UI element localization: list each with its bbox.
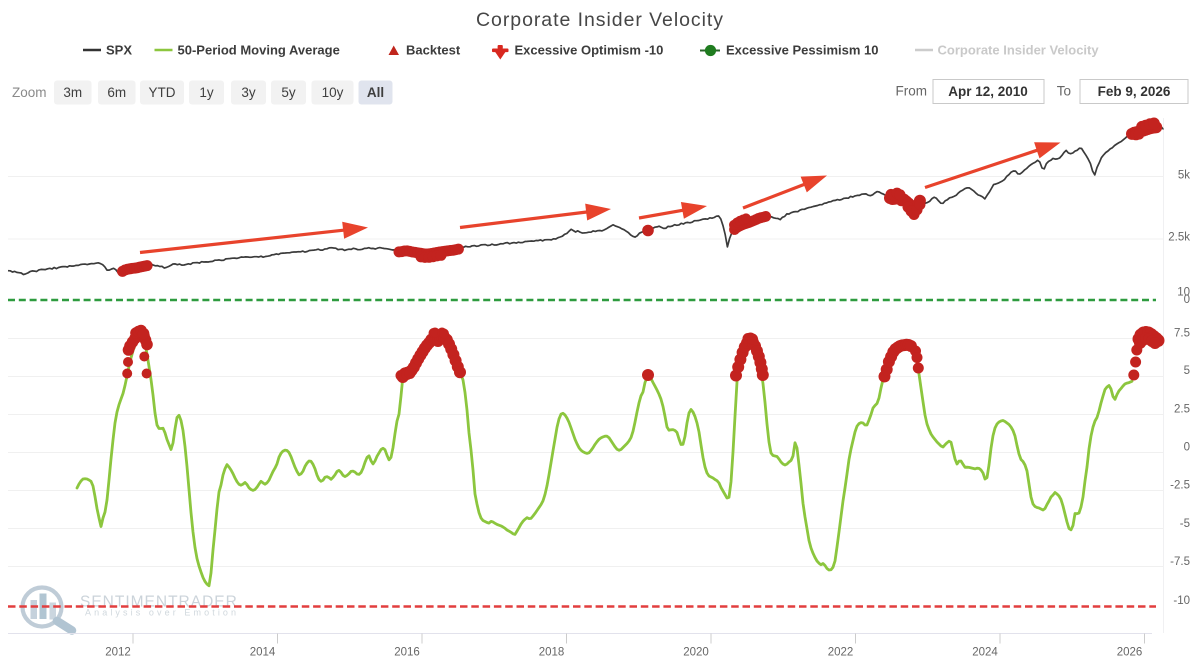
svg-text:All: All: [367, 85, 384, 100]
svg-text:Excessive Optimism -10: Excessive Optimism -10: [515, 43, 664, 58]
svg-text:2026: 2026: [1117, 647, 1143, 659]
svg-text:-5: -5: [1180, 518, 1190, 530]
svg-text:YTD: YTD: [149, 85, 176, 100]
svg-text:10: 10: [1177, 287, 1190, 299]
svg-text:Apr 12, 2010: Apr 12, 2010: [948, 84, 1028, 99]
svg-text:1y: 1y: [199, 85, 214, 100]
svg-text:Zoom: Zoom: [12, 85, 47, 100]
svg-text:5: 5: [1184, 365, 1190, 377]
svg-text:6m: 6m: [107, 85, 126, 100]
svg-text:5y: 5y: [281, 85, 296, 100]
svg-text:5k: 5k: [1178, 170, 1190, 182]
svg-text:-10: -10: [1173, 595, 1190, 607]
svg-text:Corporate Insider Velocity: Corporate Insider Velocity: [938, 43, 1100, 58]
svg-text:2014: 2014: [250, 647, 276, 659]
svg-text:Corporate Insider Velocity: Corporate Insider Velocity: [476, 9, 724, 31]
svg-text:7.5: 7.5: [1174, 328, 1190, 340]
svg-text:3m: 3m: [63, 85, 82, 100]
svg-text:2.5k: 2.5k: [1168, 232, 1190, 244]
svg-text:Analysis over Emotion: Analysis over Emotion: [85, 608, 239, 618]
svg-text:0: 0: [1184, 442, 1190, 454]
svg-text:-7.5: -7.5: [1170, 556, 1190, 568]
svg-text:-2.5: -2.5: [1170, 480, 1190, 492]
svg-text:Excessive Pessimism 10: Excessive Pessimism 10: [726, 43, 879, 58]
svg-text:2.5: 2.5: [1174, 404, 1190, 416]
svg-text:50-Period Moving Average: 50-Period Moving Average: [178, 43, 340, 58]
svg-text:2022: 2022: [828, 647, 854, 659]
svg-text:2020: 2020: [683, 647, 709, 659]
svg-text:Feb 9, 2026: Feb 9, 2026: [1098, 84, 1171, 99]
svg-text:Backtest: Backtest: [406, 43, 461, 58]
svg-text:2016: 2016: [394, 647, 420, 659]
svg-text:0: 0: [1184, 294, 1190, 306]
svg-text:From: From: [896, 84, 928, 99]
svg-text:2018: 2018: [539, 647, 565, 659]
svg-text:2012: 2012: [105, 647, 131, 659]
svg-text:2024: 2024: [972, 647, 998, 659]
svg-text:3y: 3y: [241, 85, 256, 100]
svg-text:SENTIMENTRADER: SENTIMENTRADER: [80, 594, 238, 611]
svg-text:10y: 10y: [322, 85, 344, 100]
svg-text:SPX: SPX: [106, 43, 132, 58]
svg-text:To: To: [1057, 84, 1071, 99]
